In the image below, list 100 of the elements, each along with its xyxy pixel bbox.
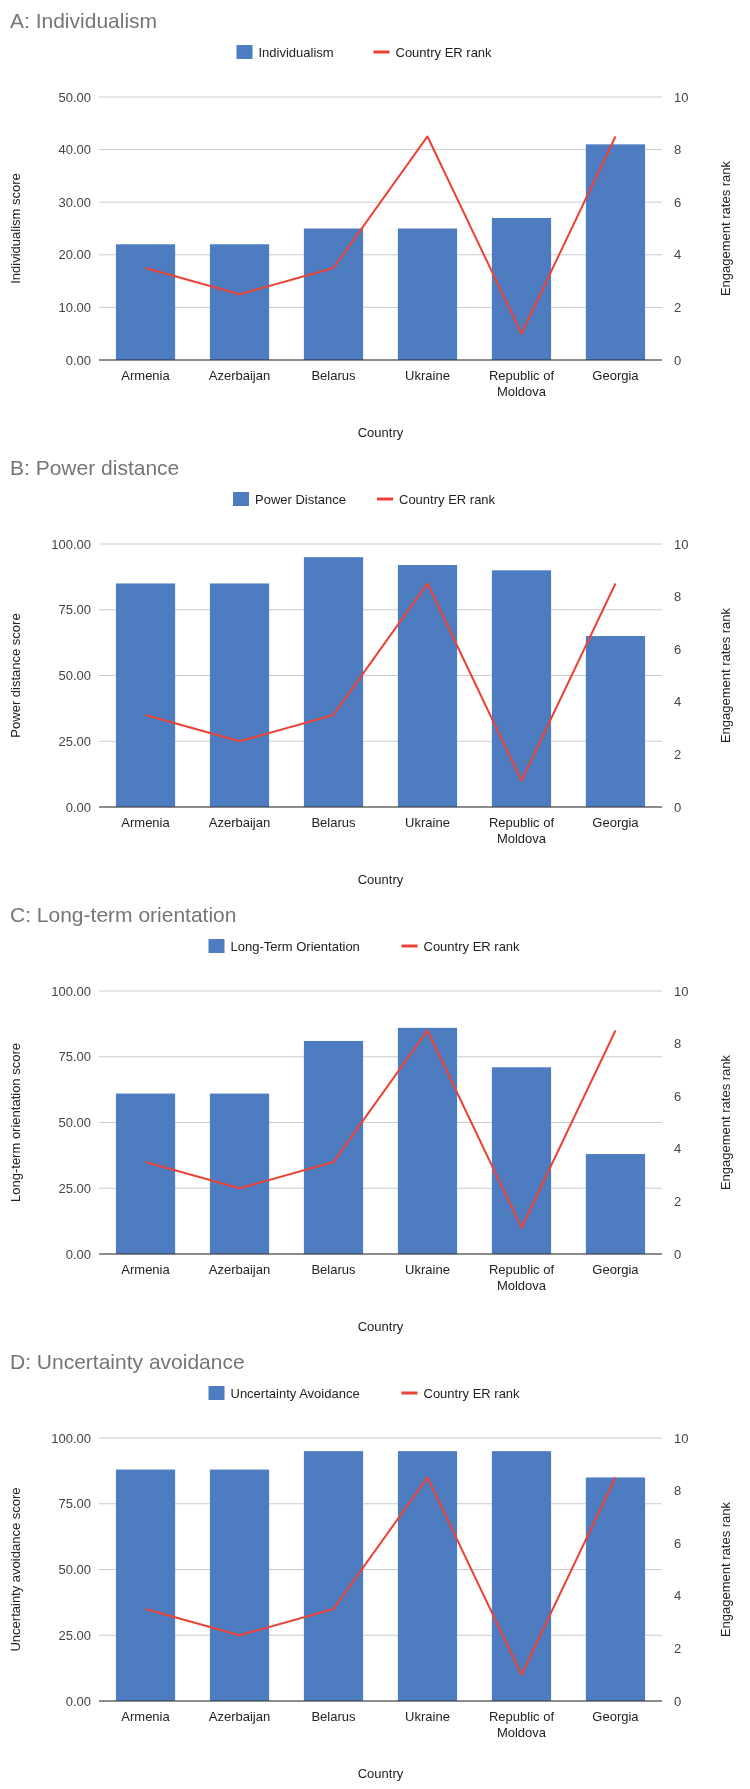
legend-label: Power Distance [255,491,347,507]
y-tick-label: 50.00 [58,668,91,684]
y2-tick-label: 2 [674,746,682,762]
legend-label: Country ER rank [423,1385,521,1401]
line-series [144,582,617,782]
y-tick-label: 75.00 [58,602,91,618]
bar [115,1093,176,1254]
x-axis-title: Country [357,425,404,440]
chart-title: D: Uncertainty avoidance [10,1350,245,1373]
x-tick-label: Ukraine [405,1709,450,1724]
y2-tick-label: 8 [674,142,682,158]
bar [491,1451,552,1701]
y-tick-label: 75.00 [58,1049,91,1065]
legend-label: Country ER rank [423,938,521,954]
bar [115,244,176,360]
line-series [144,135,617,335]
y2-tick-label: 6 [674,1088,682,1104]
bar [303,1040,364,1254]
bar [397,1027,458,1254]
y-tick-label: 50.00 [58,89,91,105]
bar [397,1451,458,1701]
y2-tick-label: 10 [674,89,689,105]
bar [209,583,270,807]
y-tick-label: 0.00 [65,352,91,368]
x-tick-label: Belarus [311,1262,357,1277]
x-tick-label: Republic of Moldova [488,368,555,399]
x-tick-label: Ukraine [405,1262,450,1277]
x-tick-label: Belarus [311,1709,357,1724]
x-tick-label: Georgia [592,1262,640,1277]
bar [491,217,552,360]
legend-label: Uncertainty Avoidance [230,1385,360,1401]
x-tick-label: Azerbaijan [208,1709,271,1724]
bar [491,1067,552,1254]
bar [303,1451,364,1701]
x-tick-label: Belarus [311,368,357,383]
y-tick-label: 50.00 [58,1115,91,1131]
x-tick-label: Georgia [592,815,640,830]
y-tick-label: 0.00 [65,1693,91,1709]
y2-tick-label: 4 [674,694,682,710]
bar [585,144,646,360]
y2-tick-label: 2 [674,1640,682,1656]
y-axis-title: Long-term orientation score [8,1043,23,1202]
y2-tick-label: 0 [674,352,682,368]
x-axis-title: Country [357,872,404,887]
y-tick-label: 25.00 [58,733,91,749]
x-tick-label: Armenia [121,368,171,383]
y-tick-label: 0.00 [65,1246,91,1262]
x-tick-label: Georgia [592,1709,640,1724]
x-tick-label: Georgia [592,368,640,383]
x-tick-label: Republic of Moldova [488,1262,555,1293]
y-tick-label: 25.00 [58,1180,91,1196]
y2-axis-title: Engagement rates rank [718,160,733,297]
y2-tick-label: 6 [674,1535,682,1551]
y2-tick-label: 8 [674,1036,682,1052]
y2-tick-label: 6 [674,194,682,210]
y2-tick-label: 2 [674,299,682,315]
y2-axis-title: Engagement rates rank [718,1501,733,1638]
y-tick-label: 0.00 [65,799,91,815]
x-axis-title: Country [357,1766,404,1781]
y2-tick-label: 10 [674,983,689,999]
bar [209,1093,270,1254]
y-tick-label: 100.00 [51,1430,91,1446]
y-tick-label: 100.00 [51,983,91,999]
y-tick-label: 75.00 [58,1496,91,1512]
y2-tick-label: 10 [674,536,689,552]
line-series [144,1476,617,1676]
legend-label: Long-Term Orientation [230,938,360,954]
legend-label: Country ER rank [399,491,496,507]
bar [209,1469,270,1701]
x-tick-label: Armenia [121,815,171,830]
y-tick-label: 10.00 [58,299,91,315]
y2-tick-label: 4 [674,1588,682,1604]
x-tick-label: Azerbaijan [208,1262,271,1277]
x-axis-title: Country [357,1319,404,1334]
bar [585,1154,646,1254]
y-tick-label: 25.00 [58,1627,91,1643]
legend-label: Individualism [258,44,334,60]
y2-tick-label: 8 [674,1483,682,1499]
y2-tick-label: 2 [674,1193,682,1209]
x-tick-label: Azerbaijan [208,815,271,830]
y2-axis-title: Engagement rates rank [718,1054,733,1191]
x-tick-label: Armenia [121,1262,171,1277]
bar [397,228,458,360]
y2-tick-label: 10 [674,1430,689,1446]
chart-title: A: Individualism [10,9,158,32]
x-tick-label: Armenia [121,1709,171,1724]
chart-title: C: Long-term orientation [10,903,237,926]
x-tick-label: Ukraine [405,815,450,830]
bar [115,1469,176,1701]
y2-tick-label: 0 [674,799,682,815]
y2-tick-label: 6 [674,641,682,657]
y2-tick-label: 0 [674,1693,682,1709]
y-tick-label: 20.00 [58,247,91,263]
x-tick-label: Belarus [311,815,357,830]
chart-title: B: Power distance [10,456,180,479]
x-tick-label: Republic of Moldova [488,815,555,846]
x-tick-label: Republic of Moldova [488,1709,555,1740]
bar [397,565,458,807]
y-tick-label: 30.00 [58,194,91,210]
y-tick-label: 100.00 [51,536,91,552]
